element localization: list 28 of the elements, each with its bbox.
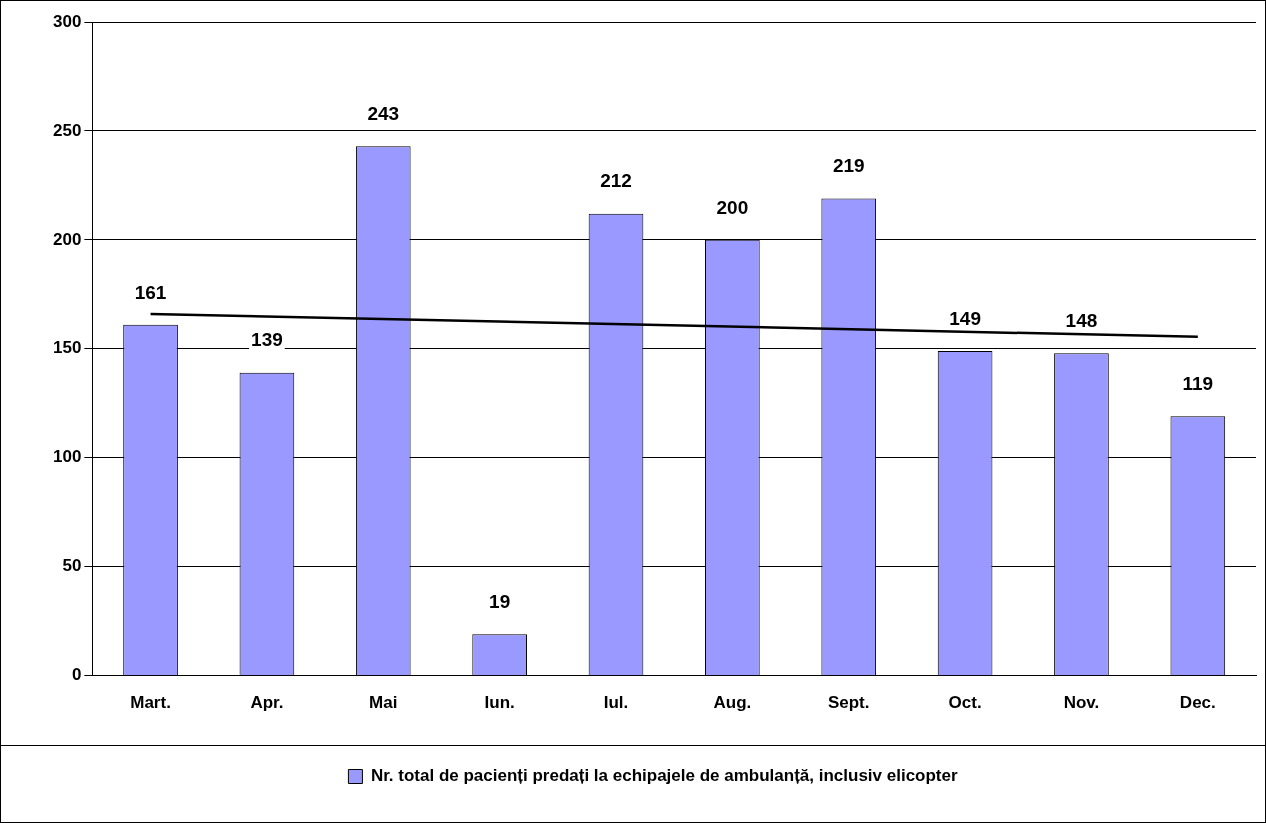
y-tick-label: 100 — [52, 447, 82, 467]
data-label: 161 — [134, 281, 167, 303]
data-label: 219 — [832, 155, 865, 177]
data-label: 149 — [949, 307, 981, 329]
data-label: 243 — [367, 102, 400, 124]
y-tick-label: 300 — [52, 11, 82, 31]
data-label: 119 — [1182, 373, 1214, 395]
data-label: 200 — [716, 196, 749, 218]
x-tick-label: Nov. — [1063, 693, 1100, 713]
y-tick-label: 250 — [52, 120, 82, 140]
x-tick-label: Iun. — [484, 693, 515, 713]
data-label: 139 — [251, 329, 283, 351]
x-tick-label: Aug. — [713, 693, 752, 713]
x-tick-label: Mart. — [130, 693, 171, 713]
y-tick-label: 0 — [71, 665, 82, 685]
x-tick-label: Apr. — [250, 693, 284, 713]
x-tick-label: Oct. — [948, 693, 982, 713]
data-label: 212 — [600, 170, 632, 192]
y-tick-label: 50 — [62, 556, 82, 576]
data-label: 148 — [1065, 309, 1098, 331]
x-tick-label: Dec. — [1179, 693, 1216, 713]
y-tick-label: 150 — [52, 338, 82, 358]
data-label: 19 — [489, 590, 511, 612]
legend-label: Nr. total de pacienți predați la echipajele de ambulanță, inclusiv elicopter — [370, 766, 958, 786]
y-tick-label: 200 — [52, 229, 82, 249]
x-tick-label: Mai — [369, 693, 398, 713]
x-tick-label: Sept. — [827, 693, 870, 713]
x-tick-label: Iul. — [603, 693, 629, 713]
